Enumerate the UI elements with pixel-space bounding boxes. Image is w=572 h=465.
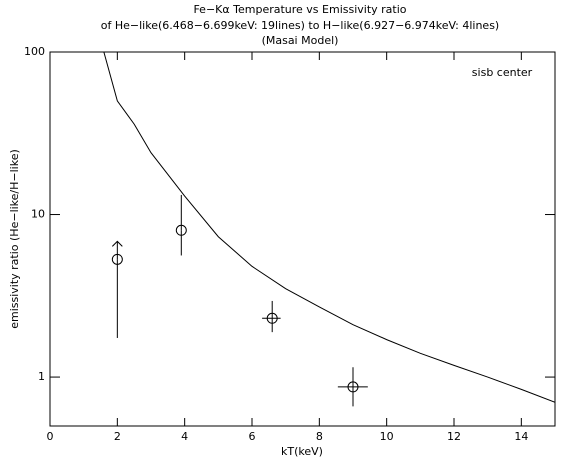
y-axis-label: emissivity ratio (He−like/H−like) — [8, 149, 21, 329]
x-tick-label: 8 — [316, 430, 323, 443]
x-tick-label: 12 — [447, 430, 461, 443]
limit-arrow-head — [111, 240, 123, 247]
title-line: Fe−Kα Temperature vs Emissivity ratio — [193, 3, 406, 16]
plot-frame — [49, 51, 556, 427]
x-tick-label: 6 — [249, 430, 256, 443]
x-tick-label: 0 — [47, 430, 54, 443]
title-line: (Masai Model) — [262, 34, 339, 47]
data-point — [175, 224, 187, 236]
title-line: of He−like(6.468−6.699keV: 19lines) to H… — [101, 19, 499, 32]
y-tick-label: 1 — [38, 370, 45, 383]
data-point — [266, 312, 278, 324]
data-point — [111, 253, 123, 265]
y-tick-label: 100 — [24, 45, 45, 58]
annotation: sisb center — [472, 66, 533, 79]
data-point — [347, 381, 359, 393]
x-tick-label: 2 — [114, 430, 121, 443]
x-tick-label: 4 — [181, 430, 188, 443]
x-tick-label: 10 — [380, 430, 394, 443]
x-axis-label: kT(keV) — [281, 445, 323, 458]
x-tick-label: 14 — [514, 430, 528, 443]
y-tick-label: 10 — [31, 208, 45, 221]
model-curve — [103, 52, 555, 403]
